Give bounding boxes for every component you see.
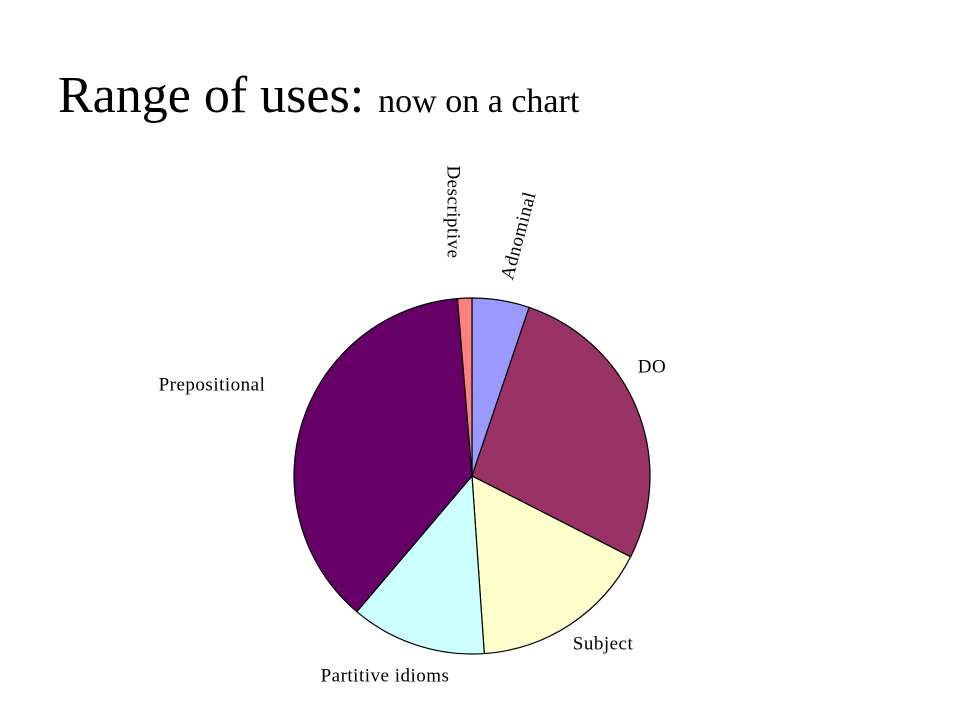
- slice-label: Descriptive: [443, 165, 464, 258]
- pie-slice: [293, 297, 473, 613]
- pie-slice: [355, 474, 485, 655]
- slice-label: Adnominal: [497, 190, 541, 282]
- title-line: Range of uses: now on a chart: [58, 67, 580, 124]
- pie-slice: [456, 297, 473, 477]
- slice-label: Prepositional: [159, 374, 266, 395]
- slice-label: DO: [638, 356, 666, 377]
- slice-label: Subject: [573, 633, 634, 654]
- chart-title: Range of uses:: [58, 67, 364, 124]
- slice-label: Partitive idioms: [321, 665, 450, 686]
- pie-slice: [471, 474, 632, 655]
- chart-subtitle: now on a chart: [378, 83, 580, 120]
- pie-slice: [471, 306, 651, 558]
- pie: [293, 297, 651, 655]
